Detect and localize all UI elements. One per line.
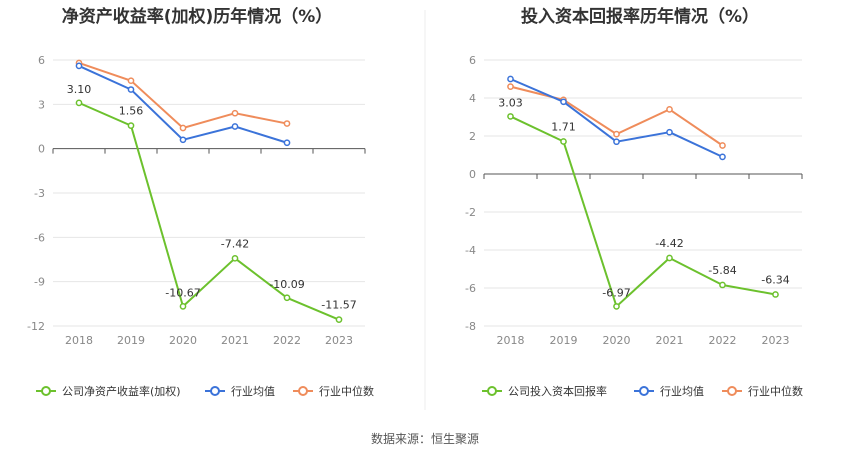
roe-y-tick-label: -9 — [34, 276, 45, 289]
roe-chart: 净资产收益率(加权)历年情况（%） 6 3 0 -3 -6 -9 -12 2018 2019 20… — [27, 6, 374, 398]
roe-x-tick-label: 2020 — [169, 334, 197, 347]
roic-data-label: 1.71 — [551, 121, 576, 134]
roic-y-tick-label: -8 — [465, 320, 476, 333]
roic-data-label: 3.03 — [498, 96, 523, 109]
roic-legend-item-company: 公司投入资本回报率 — [482, 384, 607, 398]
roe-y-tick-label: -12 — [27, 320, 45, 333]
roe-legend-label-industry_avg: 行业均值 — [231, 385, 275, 398]
roic-legend-label-industry_median: 行业中位数 — [748, 384, 803, 398]
roic-y-tick-label: -6 — [465, 282, 476, 295]
roic-y-tick-label: 2 — [469, 130, 476, 143]
roe-series-company-point — [75, 99, 83, 107]
roic-series-industry_median-point — [719, 142, 726, 149]
roic-series-industry_median-point — [666, 106, 673, 113]
roe-series-company-point — [283, 294, 291, 302]
roic-series-company-line — [510, 115, 776, 308]
roic-series-industry_median-point — [507, 83, 514, 90]
roe-series-industry_median-point — [127, 77, 135, 85]
roic-data-label: -6.97 — [602, 286, 630, 299]
roic-data-label: -4.42 — [655, 237, 683, 250]
roic-series-industry_avg-point — [613, 138, 620, 146]
roic-series-company-point — [719, 281, 726, 289]
roe-legend-label-industry_median: 行业中位数 — [319, 384, 374, 398]
roic-legend-item-industry_avg: 行业均值 — [634, 385, 704, 398]
roe-chart-title: 净资产收益率(加权)历年情况（%） — [62, 6, 333, 27]
roic-chart: 投入资本回报率历年情况（%） 6 4 2 0 -2 -4 -6 -8 2018 2019 2020 2… — [465, 6, 803, 398]
roe-data-label: -10.67 — [165, 286, 200, 299]
roic-y-tick-label: -2 — [465, 206, 476, 219]
roe-y-tick-label: -3 — [34, 187, 45, 200]
roic-y-tick-label: 4 — [469, 92, 476, 105]
roe-series-industry_median-point — [231, 109, 239, 117]
roe-data-label: 1.56 — [119, 105, 144, 118]
roe-data-label: -11.57 — [321, 299, 356, 312]
roe-x-tick-label: 2019 — [117, 334, 145, 347]
roic-x-tick-label: 2023 — [762, 334, 790, 347]
roic-series-industry_avg-point — [507, 75, 514, 83]
roic-legend-item-industry_median: 行业中位数 — [722, 384, 803, 398]
roic-x-tick-label: 2020 — [603, 334, 631, 347]
roic-series-industry_avg-point — [560, 98, 567, 106]
roe-legend-label-company: 公司净资产收益率(加权) — [62, 384, 181, 398]
roe-y-tick-label: 3 — [38, 98, 45, 111]
roic-legend-label-industry_avg: 行业均值 — [660, 385, 704, 398]
roic-series-industry_avg-point — [666, 128, 673, 136]
roe-series-company-point — [127, 122, 135, 129]
roe-data-label: 3.10 — [67, 83, 92, 96]
roic-legend-marker-industry_median — [727, 386, 737, 396]
roe-series-company-point — [335, 316, 343, 323]
roic-series-company-point — [772, 291, 779, 298]
roe-series-industry_avg-point — [179, 136, 187, 144]
roic-series-industry_avg-line — [510, 78, 723, 158]
roic-data-label: -5.84 — [708, 264, 736, 277]
roe-series-industry_avg-point — [231, 123, 239, 130]
roic-series-industry_median-point — [613, 130, 620, 138]
roic-y-tick-label: 0 — [469, 168, 476, 181]
roic-x-tick-label: 2022 — [709, 334, 737, 347]
roic-legend-marker-company — [487, 386, 497, 396]
roic-series-company-point — [560, 138, 567, 145]
roe-x-tick-label: 2022 — [273, 334, 301, 347]
source-label: 数据来源：恒生聚源 — [371, 431, 479, 446]
roe-x-tick-label: 2021 — [221, 334, 249, 347]
roe-series-company-point — [179, 302, 187, 310]
roe-series-industry_avg-point — [127, 86, 135, 93]
roe-series-industry_median-point — [283, 120, 291, 127]
roe-legend-item-industry_avg: 行业均值 — [205, 385, 275, 398]
roic-x-tick-label: 2021 — [656, 334, 684, 347]
roic-chart-title: 投入资本回报率历年情况（%） — [521, 6, 759, 27]
roic-series-company-point — [613, 303, 620, 310]
roic-legend-marker-industry_avg — [639, 386, 649, 396]
roe-x-tick-label: 2018 — [65, 334, 93, 347]
roe-data-label: -10.09 — [269, 278, 304, 291]
roe-y-tick-label: 6 — [38, 54, 45, 67]
roe-series-industry_median-line — [78, 62, 288, 129]
roe-series-industry_avg-point — [75, 62, 83, 70]
roic-series-industry_avg-point — [719, 153, 726, 161]
roe-legend-marker-industry_avg — [210, 386, 220, 396]
roe-y-tick-label: -6 — [34, 231, 45, 244]
roic-series-company-point — [507, 113, 514, 120]
roic-x-tick-label: 2019 — [550, 334, 578, 347]
roe-x-tick-label: 2023 — [325, 334, 353, 347]
roic-data-label: -6.34 — [761, 273, 789, 286]
roe-legend-marker-industry_median — [298, 386, 308, 396]
roic-y-tick-label: -4 — [465, 244, 476, 257]
roe-y-tick-label: 0 — [38, 143, 45, 156]
roic-y-tick-label: 6 — [469, 54, 476, 67]
roe-legend-marker-company — [41, 386, 51, 396]
roe-data-label: -7.42 — [221, 237, 249, 250]
roe-series-industry_avg-point — [283, 139, 291, 147]
roe-legend-item-industry_median: 行业中位数 — [293, 384, 374, 398]
roe-series-industry_median-point — [179, 124, 187, 132]
roic-series-company-point — [666, 254, 673, 262]
roe-series-company-line — [78, 101, 340, 321]
roic-legend-label-company: 公司投入资本回报率 — [508, 384, 607, 398]
roe-series-company-point — [231, 254, 239, 262]
roic-x-tick-label: 2018 — [497, 334, 525, 347]
roe-legend-item-company: 公司净资产收益率(加权) — [36, 384, 181, 398]
